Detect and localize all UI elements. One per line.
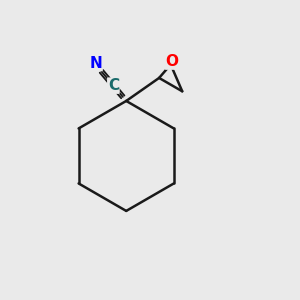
Text: N: N <box>89 56 102 70</box>
Text: C: C <box>108 78 119 93</box>
Text: O: O <box>166 54 179 69</box>
